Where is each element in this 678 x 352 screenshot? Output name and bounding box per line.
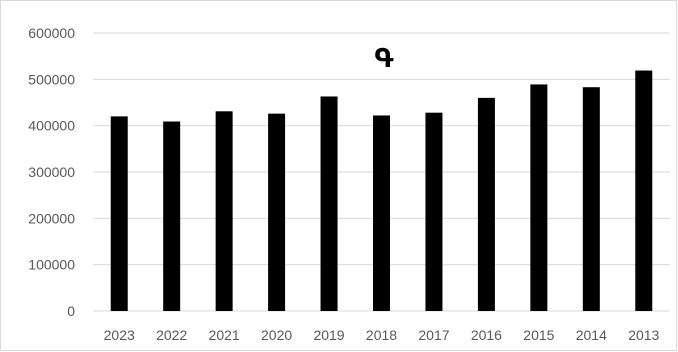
bar-2020 xyxy=(268,113,286,312)
y-tick-label: 600000 xyxy=(28,25,75,41)
x-tick-label: 2022 xyxy=(156,327,187,343)
y-tick-label: 0 xyxy=(67,303,75,319)
y-tick-label: 100000 xyxy=(28,257,75,273)
y-tick-label: 300000 xyxy=(28,164,75,180)
bar-2018 xyxy=(373,115,390,312)
y-axis-tick-labels: 0 100000 200000 300000 400000 500000 600000 xyxy=(28,25,75,319)
chart-title: Գ xyxy=(375,44,394,74)
y-tick-label: 500000 xyxy=(28,71,75,87)
bar-2014 xyxy=(582,87,600,312)
bar-2013 xyxy=(635,70,653,311)
x-tick-label: 2023 xyxy=(104,327,135,343)
x-tick-label: 2014 xyxy=(576,327,607,343)
x-tick-label: 2021 xyxy=(209,327,240,343)
bars xyxy=(110,70,653,312)
bar-2021 xyxy=(215,111,233,311)
bar-2017 xyxy=(425,112,443,312)
bar-2022 xyxy=(163,121,181,311)
x-tick-label: 2018 xyxy=(366,327,397,343)
x-tick-label: 2013 xyxy=(628,327,659,343)
x-tick-label: 2015 xyxy=(523,327,554,343)
bar-2019 xyxy=(320,96,338,311)
y-tick-label: 200000 xyxy=(28,210,75,226)
y-tick-label: 400000 xyxy=(28,118,75,134)
x-tick-label: 2019 xyxy=(313,327,344,343)
x-tick-label: 2017 xyxy=(418,327,449,343)
x-tick-label: 2016 xyxy=(471,327,502,343)
x-tick-label: 2020 xyxy=(261,327,292,343)
bar-2023 xyxy=(110,116,128,312)
x-axis-tick-labels: 2023 2022 2021 2020 2019 2018 2017 2016 2015 2014… xyxy=(104,327,660,343)
bar-2016 xyxy=(477,97,495,311)
bar-2015 xyxy=(530,84,548,312)
